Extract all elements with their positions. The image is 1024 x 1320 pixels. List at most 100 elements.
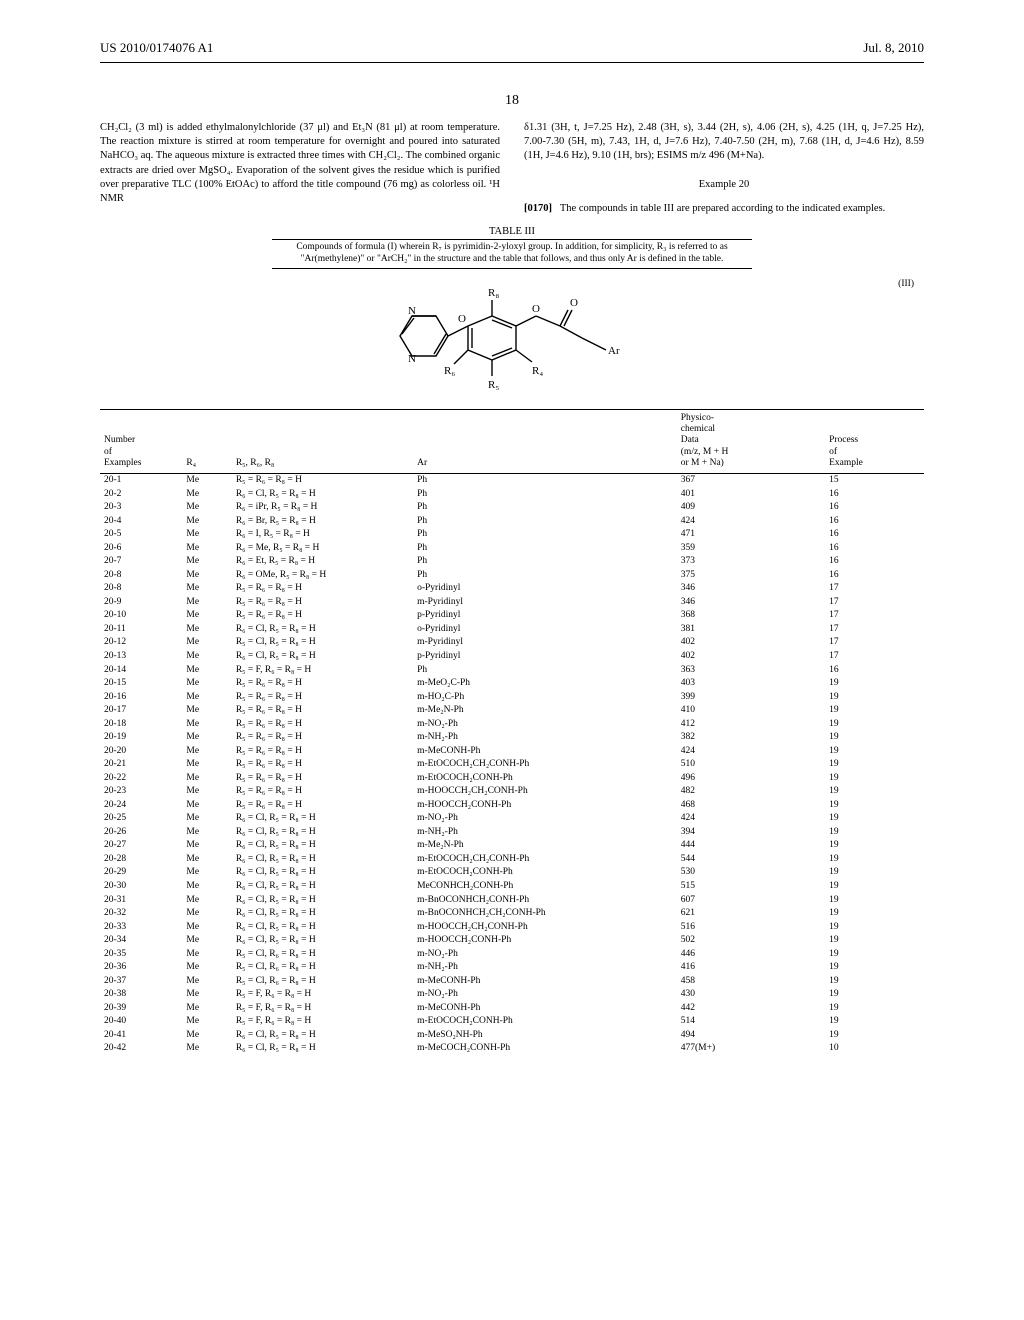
cell-r4: Me — [182, 1028, 231, 1042]
cell-d: 416 — [677, 961, 825, 975]
cell-d: 477(M+) — [677, 1042, 825, 1056]
cell-r: R₆ = Cl, R₅ = R₈ = H — [232, 825, 413, 839]
cell-r: R₅ = R₆ = R₈ = H — [232, 758, 413, 772]
table-row: 20-28MeR₆ = Cl, R₅ = R₈ = Hm-EtOCOCH₂CH₂… — [100, 852, 924, 866]
table-row: 20-19MeR₅ = R₆ = R₈ = Hm-NH₂-Ph38219 — [100, 731, 924, 745]
cell-r: R₆ = iPr, R₅ = R₈ = H — [232, 501, 413, 515]
cell-d: 514 — [677, 1015, 825, 1029]
formula-number: (III) — [898, 279, 914, 289]
cell-n: 20-11 — [100, 622, 182, 636]
table-row: 20-16MeR₅ = R₆ = R₈ = Hm-HO₂C-Ph39919 — [100, 690, 924, 704]
cell-r4: Me — [182, 541, 231, 555]
cell-r: R₅ = R₆ = R₈ = H — [232, 717, 413, 731]
cell-n: 20-27 — [100, 839, 182, 853]
cell-ar: m-HOOCCH₂CH₂CONH-Ph — [413, 920, 677, 934]
table-row: 20-35MeR₅ = Cl, R₆ = R₈ = Hm-NO₂-Ph44619 — [100, 947, 924, 961]
table-row: 20-30MeR₆ = Cl, R₅ = R₈ = HMeCONHCH₂CONH… — [100, 880, 924, 894]
cell-ar: o-Pyridinyl — [413, 622, 677, 636]
cell-ar: m-EtOCOCH₂CONH-Ph — [413, 771, 677, 785]
cell-r4: Me — [182, 798, 231, 812]
cell-p: 16 — [825, 501, 924, 515]
table-3-label: TABLE III — [100, 226, 924, 237]
cell-r: R₆ = Cl, R₅ = R₈ = H — [232, 893, 413, 907]
svg-text:O: O — [570, 297, 578, 309]
cell-r: R₅ = R₆ = R₈ = H — [232, 798, 413, 812]
cell-ar: m-NO₂-Ph — [413, 812, 677, 826]
cell-r: R₆ = I, R₅ = R₈ = H — [232, 528, 413, 542]
example-20-paragraph: [0170] The compounds in table III are pr… — [524, 202, 924, 216]
cell-p: 19 — [825, 1001, 924, 1015]
cell-r4: Me — [182, 839, 231, 853]
cell-p: 16 — [825, 514, 924, 528]
cell-p: 19 — [825, 988, 924, 1002]
table-row: 20-26MeR₆ = Cl, R₅ = R₈ = Hm-NH₂-Ph39419 — [100, 825, 924, 839]
cell-r4: Me — [182, 1001, 231, 1015]
cell-r: R₅ = R₆ = R₈ = H — [232, 731, 413, 745]
cell-d: 494 — [677, 1028, 825, 1042]
cell-n: 20-1 — [100, 473, 182, 487]
cell-d: 363 — [677, 663, 825, 677]
cell-r4: Me — [182, 744, 231, 758]
cell-ar: m-MeCONH-Ph — [413, 974, 677, 988]
cell-n: 20-39 — [100, 1001, 182, 1015]
r5-label: R₅ — [488, 379, 499, 391]
cell-n: 20-36 — [100, 961, 182, 975]
cell-p: 19 — [825, 744, 924, 758]
cell-d: 368 — [677, 609, 825, 623]
example-20-heading: Example 20 — [524, 178, 924, 192]
cell-n: 20-34 — [100, 934, 182, 948]
cell-r4: Me — [182, 1015, 231, 1029]
cell-d: 381 — [677, 622, 825, 636]
table-row: 20-32MeR₆ = Cl, R₅ = R₈ = Hm-BnOCONHCH₂C… — [100, 907, 924, 921]
cell-r4: Me — [182, 622, 231, 636]
cell-d: 424 — [677, 812, 825, 826]
cell-r: R₆ = Cl, R₅ = R₈ = H — [232, 1042, 413, 1056]
table-row: 20-1MeR₅ = R₆ = R₈ = HPh36715 — [100, 473, 924, 487]
cell-r: R₆ = Cl, R₅ = R₈ = H — [232, 487, 413, 501]
cell-ar: m-MeCONH-Ph — [413, 1001, 677, 1015]
cell-r4: Me — [182, 988, 231, 1002]
cell-d: 444 — [677, 839, 825, 853]
svg-text:N: N — [408, 305, 416, 317]
cell-ar: Ph — [413, 473, 677, 487]
cell-r: R₆ = OMe, R₅ = R₈ = H — [232, 568, 413, 582]
cell-r4: Me — [182, 825, 231, 839]
example-20-text: The compounds in table III are prepared … — [560, 203, 885, 214]
cell-r: R₆ = Cl, R₅ = R₈ = H — [232, 934, 413, 948]
cell-d: 402 — [677, 636, 825, 650]
table-body: 20-1MeR₅ = R₆ = R₈ = HPh3671520-2MeR₆ = … — [100, 473, 924, 1055]
cell-r4: Me — [182, 731, 231, 745]
table-row: 20-36MeR₅ = Cl, R₆ = R₈ = Hm-NH₂-Ph41619 — [100, 961, 924, 975]
cell-r4: Me — [182, 717, 231, 731]
table-row: 20-6MeR₆ = Me, R₅ = R₈ = HPh35916 — [100, 541, 924, 555]
table-row: 20-8MeR₆ = OMe, R₅ = R₈ = HPh37516 — [100, 568, 924, 582]
table-row: 20-15MeR₅ = R₆ = R₈ = Hm-MeO₂C-Ph40319 — [100, 677, 924, 691]
cell-d: 621 — [677, 907, 825, 921]
cell-r4: Me — [182, 974, 231, 988]
cell-r: R₆ = Cl, R₅ = R₈ = H — [232, 880, 413, 894]
cell-r4: Me — [182, 785, 231, 799]
left-column-paragraph: CH₂Cl₂ (3 ml) is added ethylmalonylchlor… — [100, 121, 500, 206]
cell-p: 15 — [825, 473, 924, 487]
cell-ar: m-Pyridinyl — [413, 636, 677, 650]
cell-n: 20-7 — [100, 555, 182, 569]
cell-ar: m-NH₂-Ph — [413, 731, 677, 745]
cell-d: 430 — [677, 988, 825, 1002]
cell-r4: Me — [182, 528, 231, 542]
cell-p: 19 — [825, 974, 924, 988]
cell-n: 20-10 — [100, 609, 182, 623]
cell-d: 402 — [677, 649, 825, 663]
cell-p: 19 — [825, 866, 924, 880]
cell-n: 20-40 — [100, 1015, 182, 1029]
cell-ar: o-Pyridinyl — [413, 582, 677, 596]
right-column: δ1.31 (3H, t, J=7.25 Hz), 2.48 (3H, s), … — [524, 121, 924, 216]
cell-r: R₆ = Cl, R₅ = R₈ = H — [232, 866, 413, 880]
svg-text:O: O — [458, 313, 466, 325]
cell-ar: p-Pyridinyl — [413, 609, 677, 623]
cell-r: R₆ = Cl, R₅ = R₈ = H — [232, 920, 413, 934]
table-row: 20-38MeR₅ = F, R₆ = R₈ = Hm-NO₂-Ph43019 — [100, 988, 924, 1002]
cell-d: 401 — [677, 487, 825, 501]
cell-ar: MeCONHCH₂CONH-Ph — [413, 880, 677, 894]
cell-d: 403 — [677, 677, 825, 691]
cell-r: R₅ = R₆ = R₈ = H — [232, 771, 413, 785]
